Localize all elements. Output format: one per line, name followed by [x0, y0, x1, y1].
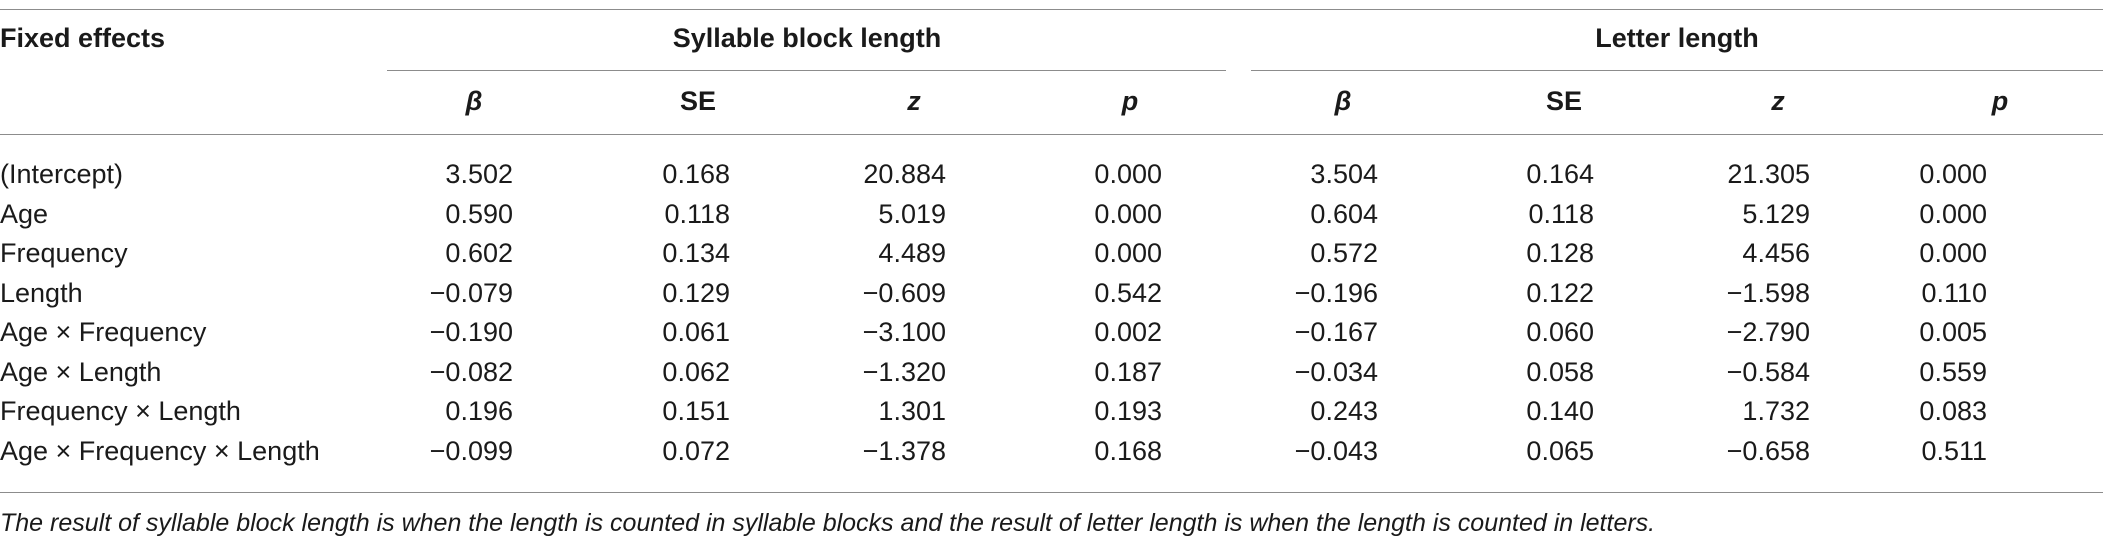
table-cell: 1.732: [1742, 396, 1810, 426]
table-cell: 0.129: [662, 277, 730, 308]
table-cell: 4.456: [1742, 238, 1810, 268]
table-cell: 0.000: [1919, 159, 1987, 189]
table-cell: −0.167: [1294, 317, 1378, 347]
table-cell: 0.110: [1921, 277, 1987, 308]
group-header-syllable-block-length: Syllable block length: [672, 23, 942, 53]
table-cell: −1.320: [862, 356, 946, 387]
table-cell: 0.243: [1310, 396, 1378, 426]
table-cell: 4.489: [878, 238, 946, 268]
table-cell: 0.060: [1526, 317, 1594, 347]
table-cell: 0.511: [1921, 435, 1987, 466]
table-cell: −0.658: [1726, 435, 1810, 466]
row-label: Age: [0, 198, 49, 229]
table-cell: 0.058: [1526, 356, 1594, 387]
letter-beta-header: β: [1334, 86, 1352, 116]
table-cell: 0.151: [662, 396, 730, 426]
table-cell: 0.000: [1094, 198, 1162, 229]
table-cell: 0.196: [445, 396, 513, 426]
table-bottom-rule: [0, 492, 2103, 493]
syllable-p-header: p: [1121, 86, 1139, 116]
table-cell: 5.129: [1742, 198, 1810, 229]
table-cell: −0.584: [1726, 356, 1810, 387]
row-label: Age × Frequency: [0, 317, 207, 347]
table-cell: −1.378: [862, 435, 946, 466]
table-cell: 3.502: [445, 159, 513, 189]
table-cell: 21.305: [1727, 159, 1810, 189]
row-label: Age × Length: [0, 356, 162, 387]
table-cell: 3.504: [1310, 159, 1378, 189]
table-caption: The result of syllable block length is w…: [0, 509, 1656, 537]
table-cell: 0.604: [1310, 198, 1378, 229]
table-cell: −2.790: [1726, 317, 1810, 347]
syllable-se-header: SE: [679, 86, 717, 116]
table-cell: 0.193: [1094, 396, 1162, 426]
letter-se-header: SE: [1545, 86, 1583, 116]
table-top-rule: [0, 9, 2103, 10]
table-cell: 0.140: [1526, 396, 1594, 426]
group-header-letter-length: Letter length: [1595, 23, 1759, 53]
table-cell: 0.590: [445, 198, 513, 229]
table-cell: −0.034: [1294, 356, 1378, 387]
table-cell: 5.019: [878, 198, 946, 229]
row-label: Length: [0, 277, 83, 308]
table-cell: −0.099: [429, 435, 513, 466]
table-cell: 1.301: [878, 396, 946, 426]
table-cell: 0.000: [1919, 198, 1987, 229]
table-cell: 0.128: [1526, 238, 1594, 268]
table-cell: −0.079: [429, 277, 513, 308]
row-label-header: Fixed effects: [0, 23, 166, 53]
table-cell: 0.083: [1919, 396, 1987, 426]
table-cell: 20.884: [863, 159, 946, 189]
group1-underline: [387, 70, 1226, 71]
table-cell: 0.072: [662, 435, 730, 466]
row-label: Frequency × Length: [0, 396, 241, 426]
table-cell: 0.559: [1919, 356, 1987, 387]
table-cell: 0.065: [1526, 435, 1594, 466]
table-cell: 0.118: [1528, 198, 1594, 229]
syllable-beta-header: β: [465, 86, 483, 116]
letter-p-header: p: [1991, 86, 2009, 116]
table-cell: 0.134: [662, 238, 730, 268]
table-cell: 0.061: [662, 317, 730, 347]
header-bottom-rule: [0, 134, 2103, 135]
table-cell: 0.118: [664, 198, 730, 229]
table-cell: 0.572: [1310, 238, 1378, 268]
table-cell: 0.164: [1526, 159, 1594, 189]
table-cell: 0.168: [662, 159, 730, 189]
table-cell: 0.000: [1094, 238, 1162, 268]
row-label: Age × Frequency × Length: [0, 435, 320, 466]
table-cell: 0.002: [1094, 317, 1162, 347]
group2-underline: [1251, 70, 2103, 71]
table-cell: −0.082: [429, 356, 513, 387]
table-cell: −3.100: [862, 317, 946, 347]
row-label: Frequency: [0, 238, 128, 268]
table-cell: 0.602: [445, 238, 513, 268]
table-cell: −1.598: [1726, 277, 1810, 308]
letter-z-header: z: [1771, 86, 1785, 116]
table-cell: −0.043: [1294, 435, 1378, 466]
table-cell: 0.000: [1094, 159, 1162, 189]
syllable-z-header: z: [907, 86, 921, 116]
table-cell: 0.062: [662, 356, 730, 387]
table-cell: −0.196: [1294, 277, 1378, 308]
table-cell: −0.609: [862, 277, 946, 308]
table-cell: 0.542: [1094, 277, 1162, 308]
table-cell: −0.190: [429, 317, 513, 347]
table-cell: 0.168: [1094, 435, 1162, 466]
row-label: (Intercept): [0, 159, 124, 189]
table-cell: 0.187: [1094, 356, 1162, 387]
table-cell: 0.000: [1919, 238, 1987, 268]
table-cell: 0.122: [1526, 277, 1594, 308]
table-cell: 0.005: [1919, 317, 1987, 347]
